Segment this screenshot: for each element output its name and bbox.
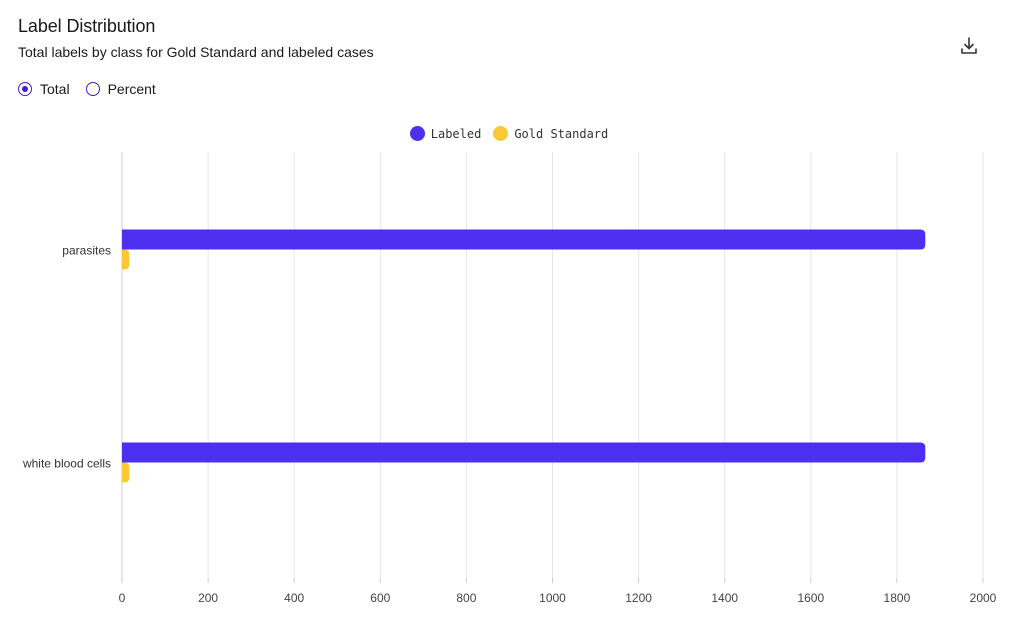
bar-labeled bbox=[122, 442, 926, 463]
download-button[interactable] bbox=[956, 33, 982, 59]
download-icon bbox=[961, 37, 977, 54]
legend-swatch-labeled bbox=[409, 126, 425, 141]
chart-subtitle: Total labels by class for Gold Standard … bbox=[18, 44, 374, 60]
bar-gold-standard bbox=[122, 462, 130, 483]
radio-total[interactable]: Total bbox=[18, 81, 70, 97]
x-tick-label: 600 bbox=[370, 591, 390, 605]
x-tick-label: 800 bbox=[456, 591, 476, 605]
y-category-label: white blood cells bbox=[22, 457, 111, 471]
x-tick-label: 200 bbox=[198, 591, 218, 605]
x-tick-label: 400 bbox=[284, 591, 304, 605]
x-tick-label: 1600 bbox=[797, 591, 824, 605]
legend-label-gold-standard: Gold Standard bbox=[514, 126, 609, 141]
legend-item-labeled[interactable]: Labeled bbox=[409, 126, 482, 141]
chart-legend: Labeled Gold Standard bbox=[0, 126, 1018, 141]
bar-labeled bbox=[122, 229, 926, 250]
legend-item-gold-standard[interactable]: Gold Standard bbox=[493, 126, 608, 141]
x-tick-label: 1800 bbox=[884, 591, 911, 605]
radio-total-circle[interactable] bbox=[18, 82, 32, 96]
x-tick-label: 0 bbox=[119, 591, 126, 605]
bar-gold-standard bbox=[122, 249, 130, 270]
y-category-label: parasites bbox=[62, 244, 111, 258]
legend-label-labeled: Labeled bbox=[430, 126, 482, 141]
radio-percent[interactable]: Percent bbox=[85, 81, 156, 97]
radio-total-label: Total bbox=[40, 81, 70, 97]
x-tick-label: 1000 bbox=[539, 591, 566, 605]
radio-percent-label: Percent bbox=[107, 81, 156, 97]
radio-percent-circle[interactable] bbox=[85, 82, 100, 96]
mode-radio-group: Total Percent bbox=[18, 81, 156, 97]
radio-selected-dot bbox=[22, 86, 28, 92]
legend-swatch-gold-standard bbox=[493, 126, 509, 141]
x-tick-label: 1400 bbox=[711, 591, 738, 605]
chart-title: Label Distribution bbox=[18, 16, 156, 36]
x-tick-label: 1200 bbox=[625, 591, 652, 605]
x-tick-label: 2000 bbox=[970, 591, 997, 605]
